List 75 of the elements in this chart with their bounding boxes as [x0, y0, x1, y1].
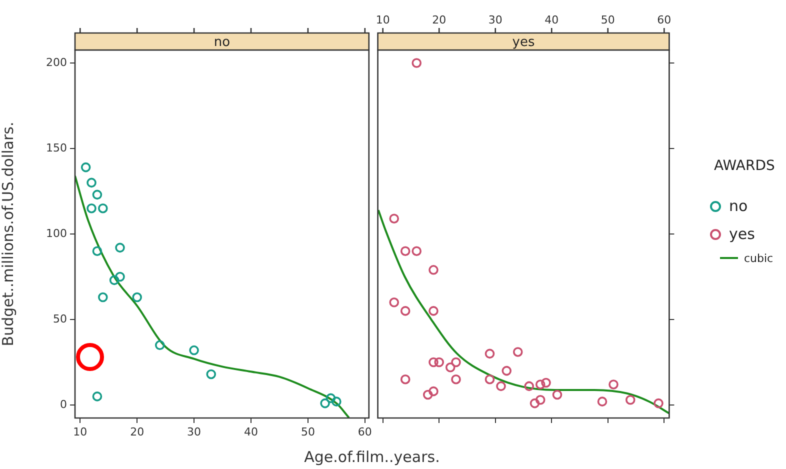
point [109, 275, 120, 286]
point [451, 374, 461, 384]
x-tick-label: 10 [73, 425, 88, 438]
point [451, 357, 461, 368]
y-tick-label: 100 [46, 226, 67, 240]
point [412, 246, 422, 256]
point [80, 162, 91, 172]
point [86, 203, 96, 214]
point [92, 392, 102, 402]
point [86, 178, 96, 188]
point [654, 398, 664, 408]
point [98, 292, 108, 302]
legend-label: cubic [744, 252, 774, 264]
point [389, 298, 400, 308]
point [326, 393, 336, 404]
point [597, 396, 608, 406]
point [535, 394, 546, 405]
y-tick-label: 200 [46, 56, 67, 69]
point [434, 357, 444, 368]
x-tick-label: 50 [300, 425, 315, 438]
point [115, 272, 125, 282]
x-axis-title: Age.of.film..years. [303, 448, 441, 466]
point [400, 246, 410, 256]
point [608, 380, 618, 390]
legend-label: yes [729, 225, 755, 243]
x-tick-label: 60 [358, 425, 372, 438]
x-tick-label: 30 [187, 425, 202, 438]
x-tick-label: 40 [544, 13, 559, 26]
point [535, 380, 546, 390]
y-tick-label: 150 [46, 141, 67, 154]
point [412, 58, 422, 68]
point [524, 381, 534, 392]
y-tick-label: 0 [60, 398, 67, 411]
point [92, 190, 102, 200]
point [428, 265, 438, 275]
point [332, 396, 342, 406]
point [132, 292, 142, 302]
point [625, 394, 636, 405]
point [484, 374, 495, 384]
point [496, 381, 506, 392]
point [445, 362, 456, 372]
y-axis-title: Budget..millions.of.US.dollars. [0, 122, 17, 346]
x-tick-label: 20 [432, 13, 446, 26]
x-tick-label: 40 [244, 425, 258, 438]
legend-label: no [729, 197, 748, 215]
point [428, 357, 438, 368]
legend-title: AWARDS [714, 158, 775, 174]
point [428, 306, 438, 316]
point [92, 246, 102, 256]
point [115, 242, 125, 253]
point [320, 398, 330, 408]
y-tick-label: 50 [53, 312, 67, 326]
point [541, 378, 551, 388]
point [98, 203, 108, 214]
point [502, 366, 512, 376]
point [389, 214, 400, 224]
point [512, 347, 523, 357]
point [154, 340, 165, 350]
chart-title: yes [512, 34, 535, 50]
point [400, 374, 410, 384]
point [206, 369, 216, 380]
point [422, 390, 433, 400]
point [189, 345, 199, 356]
point [484, 348, 495, 359]
x-tick-label: 20 [130, 425, 144, 438]
line-series [75, 174, 350, 418]
x-tick-label: 10 [376, 13, 390, 26]
x-tick-label: 60 [657, 13, 672, 26]
point [400, 306, 410, 316]
point [530, 398, 540, 408]
chart-title: no [214, 34, 230, 50]
x-tick-label: 50 [600, 13, 615, 26]
point [552, 390, 562, 400]
point [428, 386, 438, 396]
x-tick-label: 30 [488, 13, 502, 26]
